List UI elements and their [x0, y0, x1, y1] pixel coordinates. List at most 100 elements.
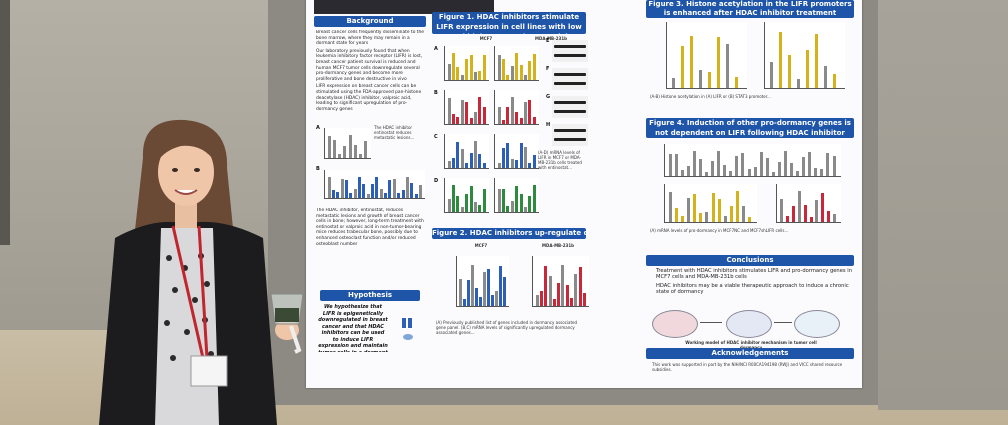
fig1-chart: [494, 178, 539, 213]
chart-bar: [469, 118, 473, 124]
panel-label: A: [316, 125, 320, 131]
fig3-chart-a: [666, 22, 747, 89]
chart-bar: [736, 191, 740, 222]
chart-bar: [340, 178, 344, 198]
chart-bar: [690, 35, 694, 88]
chart-bar: [809, 216, 813, 222]
chart-bar: [524, 146, 528, 168]
figure2-header: Figure 2. HDAC inhibitors up-regulate do…: [432, 228, 586, 239]
chart-bar: [524, 75, 528, 80]
chart-bar: [456, 116, 460, 124]
chart-bar: [497, 106, 501, 124]
chart-bar: [487, 269, 491, 306]
chart-bar: [770, 61, 774, 88]
chart-bar: [460, 207, 464, 212]
chart-bar: [535, 294, 539, 306]
chart-bar: [459, 279, 463, 306]
background-text-continued: The HDAC inhibitor, entinostat, reduces …: [316, 208, 426, 274]
chart-bar: [474, 201, 478, 212]
chart-bar: [692, 151, 696, 176]
panel-label: G: [546, 94, 551, 100]
chart-bar: [730, 205, 733, 222]
acknowledgements-text: This work was supported in part by the N…: [652, 362, 843, 372]
chart-bar: [460, 100, 464, 124]
chart-bar: [747, 169, 751, 176]
chart-bar: [471, 265, 475, 306]
chart-bar: [358, 153, 362, 158]
chart-bar: [528, 100, 532, 124]
chart-bar: [465, 58, 469, 80]
chart-bar: [687, 197, 691, 222]
chart-bar: [495, 290, 499, 306]
lanyard: [171, 225, 209, 359]
chart-bar: [491, 295, 495, 306]
chart-bar: [447, 98, 451, 124]
chart-bar: [333, 140, 337, 158]
chart-bar: [479, 296, 483, 306]
chart-bar: [729, 170, 733, 176]
chart-bar: [788, 54, 792, 88]
chart-bar: [699, 69, 702, 88]
diagram-cell: [794, 310, 840, 338]
blot-band: [554, 138, 586, 141]
face: [158, 138, 214, 206]
background-item: Our laboratory previously found that whe…: [316, 48, 423, 82]
chart-bar: [552, 298, 556, 306]
chart-bar: [821, 192, 825, 222]
conclusion-item: Treatment with HDAC inhibitors stimulate…: [656, 268, 852, 281]
chart-bar: [353, 188, 357, 198]
fig2-col1-label: MCF7: [474, 243, 488, 248]
chart-bar: [717, 150, 721, 176]
chart-bar: [460, 148, 464, 168]
conclusions-header: Conclusions: [646, 255, 854, 266]
fig1-col1-label: MCF7: [479, 36, 493, 41]
diagram-cell: [726, 310, 772, 338]
fig4-caption: (A) mRNA levels of pro-dormancy in MCF7N…: [650, 228, 789, 233]
chart-bar: [506, 106, 510, 124]
chart-bar: [418, 185, 422, 198]
blot-band: [554, 129, 586, 132]
chart-bar: [515, 53, 519, 80]
blot-band: [554, 54, 586, 57]
background-item: Breast cancer cells frequently dissemina…: [316, 30, 424, 47]
chart-bar: [502, 188, 506, 212]
fig1-chart: [494, 46, 539, 81]
chart-bar: [502, 59, 506, 80]
chart-bar: [539, 291, 543, 306]
figure1-header: Figure 1. HDAC inhibitors stimulate LIFR…: [432, 12, 586, 34]
chart-bar: [741, 153, 745, 176]
chart-bar: [674, 207, 678, 222]
fig1-chart: [444, 178, 489, 213]
chart-bar: [779, 32, 783, 88]
blot-band: [554, 101, 586, 104]
chart-bar: [693, 194, 697, 222]
chart-left-a: [324, 128, 371, 159]
chart-bar: [557, 283, 561, 306]
chart-bar: [447, 199, 451, 212]
chart-bar: [510, 66, 514, 80]
chart-bar: [328, 136, 332, 158]
blot-band: [554, 82, 586, 85]
chart-bar: [497, 54, 501, 80]
chart-bar: [711, 193, 715, 222]
chart-bar: [524, 207, 528, 212]
chart-bar: [826, 152, 830, 176]
poster-board-side-panel: [878, 0, 1008, 410]
chart-bar: [680, 170, 684, 176]
chart-bar: [348, 134, 352, 158]
chart-bar: [460, 74, 464, 80]
chart-bar: [502, 119, 506, 124]
fig2-chart-a: [456, 256, 509, 307]
chart-bar: [510, 159, 514, 168]
hair-fringe: [157, 131, 216, 162]
chart-bar: [482, 107, 486, 124]
chart-bar: [503, 276, 507, 306]
chart-bar: [410, 183, 414, 198]
panel-label: H: [546, 122, 551, 128]
panel-label: C: [434, 134, 438, 140]
diagram-arrow: [700, 322, 722, 323]
background-item: LIFR expression on breast cancer cells c…: [316, 84, 422, 112]
chart-bar: [465, 193, 469, 212]
chart-bar: [519, 143, 523, 168]
chart-bar: [832, 74, 836, 88]
